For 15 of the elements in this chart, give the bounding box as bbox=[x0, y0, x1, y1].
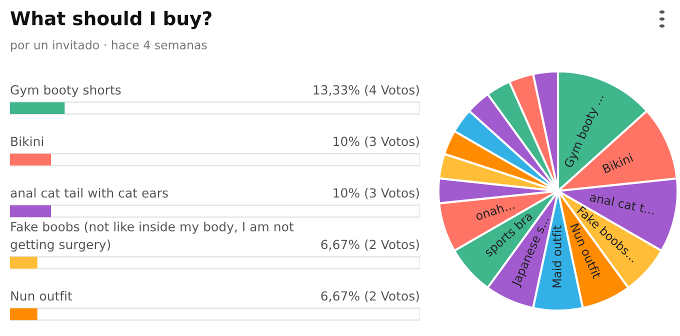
chart-subtitle: por un invitado · hace 4 semanas bbox=[11, 40, 207, 52]
chart-title: What should I buy? bbox=[10, 10, 212, 30]
data-label: 10% (3 Votos) bbox=[334, 188, 419, 200]
data-label: 13,33% (4 Votos) bbox=[314, 84, 419, 96]
y-tick-label: Fake boobs (not like inside my body, I am not getting surgery) bbox=[10, 222, 294, 252]
data-label: 10% (3 Votos) bbox=[334, 136, 419, 148]
slice-label: anal cat t... bbox=[590, 192, 656, 215]
slice-label: onah... bbox=[474, 200, 515, 221]
data-label: 6,67% (2 Votos) bbox=[321, 291, 419, 302]
y-tick-label: Gym booty shorts bbox=[10, 84, 121, 98]
data-label: 6,67% (2 Votos) bbox=[321, 240, 419, 251]
y-tick-label: Bikini bbox=[11, 136, 43, 146]
y-tick-label: anal cat tail with cat ears bbox=[10, 188, 168, 198]
slice-label: Maid outfit bbox=[552, 225, 562, 288]
y-tick-label: Nun outfit bbox=[11, 291, 72, 301]
